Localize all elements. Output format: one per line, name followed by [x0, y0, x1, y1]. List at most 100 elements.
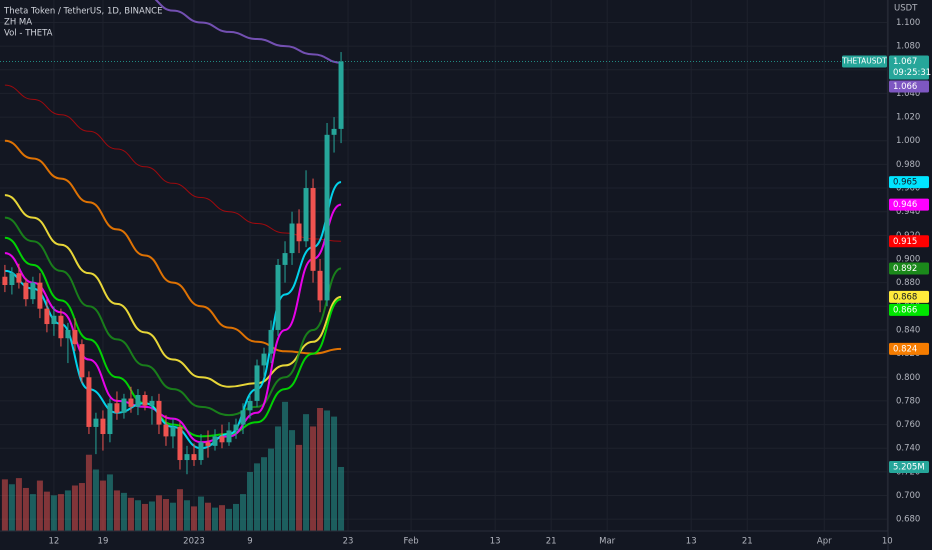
volume-pane — [1, 401, 345, 531]
y-tick-label: 1.040 — [896, 89, 920, 99]
volume-bar — [204, 502, 211, 531]
candle-body — [338, 61, 344, 129]
price-tag-label: 0.946 — [893, 200, 917, 210]
candles — [0, 52, 888, 475]
volume-bar — [141, 503, 148, 531]
x-tick-label: Apr — [817, 537, 832, 547]
candle-body — [30, 282, 36, 300]
candle-body — [310, 188, 316, 271]
y-tick-label: 0.800 — [896, 373, 920, 383]
y-tick-label: 0.940 — [896, 207, 920, 217]
candle-body — [205, 442, 211, 446]
volume-bar — [219, 505, 225, 531]
candle-body — [16, 273, 22, 283]
candle-body — [86, 377, 92, 427]
moving-average-line — [4, 216, 342, 417]
volume-bar — [78, 483, 85, 531]
candle-body — [275, 264, 281, 330]
y-tick-label: 1.000 — [896, 136, 920, 146]
candle-body — [191, 454, 197, 461]
price-tag — [889, 290, 929, 303]
volume-bar — [99, 480, 106, 531]
volume-bar — [71, 485, 78, 531]
candle-body — [2, 276, 8, 286]
price-tag-label: 1.066 — [893, 82, 917, 92]
price-tag — [889, 176, 929, 189]
candle-body — [44, 308, 50, 325]
price-tag-label: 0.915 — [893, 237, 917, 247]
volume-bar — [282, 401, 289, 531]
volume-bar — [324, 410, 331, 531]
candle-body — [100, 418, 106, 435]
candle-body — [58, 315, 64, 339]
volume-bar — [254, 463, 261, 531]
volume-bar — [155, 495, 162, 531]
moving-average-line — [4, 84, 342, 242]
volume-bar — [226, 508, 233, 531]
moving-average-line — [4, 194, 342, 388]
y-tick-label: 0.780 — [896, 396, 920, 406]
candle-body — [296, 223, 302, 242]
x-tick-label: 19 — [98, 537, 109, 547]
candle-body — [289, 223, 295, 254]
candle-body — [135, 394, 141, 407]
candle-body — [93, 418, 99, 427]
volume-bar — [106, 474, 113, 531]
volume-bar — [275, 426, 282, 531]
candle-body — [226, 430, 232, 443]
volume-bar — [113, 490, 120, 531]
price-tag-label: 0.866 — [893, 305, 917, 315]
volume-bar — [233, 503, 240, 531]
candle-body — [303, 188, 309, 242]
volume-bar — [197, 496, 204, 531]
price-tag — [889, 303, 929, 316]
price-tag — [889, 262, 929, 275]
grid — [0, 0, 888, 531]
volume-bar — [176, 489, 183, 531]
candle-body — [79, 344, 85, 378]
price-tag-label: 1.067 — [893, 57, 917, 67]
volume-bar — [240, 494, 247, 531]
x-tick-label: Mar — [599, 537, 616, 547]
candle-body — [219, 436, 225, 443]
candle-body — [128, 398, 134, 407]
candle-body — [254, 365, 260, 401]
volume-bar — [331, 416, 338, 531]
volume-bar — [268, 448, 275, 531]
symbol-tag-label: THETAUSDT — [841, 56, 887, 65]
volume-bar — [247, 471, 254, 531]
candle-body — [163, 424, 169, 437]
moving-average-line — [4, 203, 342, 444]
y-tick-label: 0.740 — [896, 444, 920, 454]
currency-label: USDT — [894, 4, 918, 14]
moving-average-line — [154, 0, 342, 64]
candle-body — [184, 454, 190, 461]
candle-body — [23, 282, 29, 300]
price-tag — [889, 80, 929, 93]
y-tick-label: 0.840 — [896, 325, 920, 335]
y-tick-label: 0.680 — [896, 515, 920, 525]
candle-body — [9, 273, 15, 286]
candle-body — [233, 424, 239, 431]
x-tick-label: 21 — [742, 537, 753, 547]
candle-body — [149, 400, 155, 406]
price-tag-label: 5.205M — [893, 462, 925, 472]
y-tick-label: 0.960 — [896, 184, 920, 194]
volume-bar — [57, 494, 64, 531]
volume-bar — [85, 454, 92, 531]
price-tag — [889, 55, 929, 80]
candle-body — [282, 253, 288, 265]
study-name: ZH MA — [4, 18, 32, 28]
price-tag-label: 0.892 — [893, 264, 917, 274]
price-tag-label: 0.824 — [893, 344, 917, 354]
volume-bar — [338, 466, 345, 531]
volume-bar — [148, 501, 155, 531]
candle-body — [198, 442, 204, 461]
volume-bar — [36, 480, 43, 531]
volume-bar — [317, 408, 324, 531]
volume-bar — [43, 491, 50, 531]
volume-bar — [134, 500, 141, 531]
candle-body — [142, 394, 148, 406]
candle-body — [170, 426, 176, 437]
